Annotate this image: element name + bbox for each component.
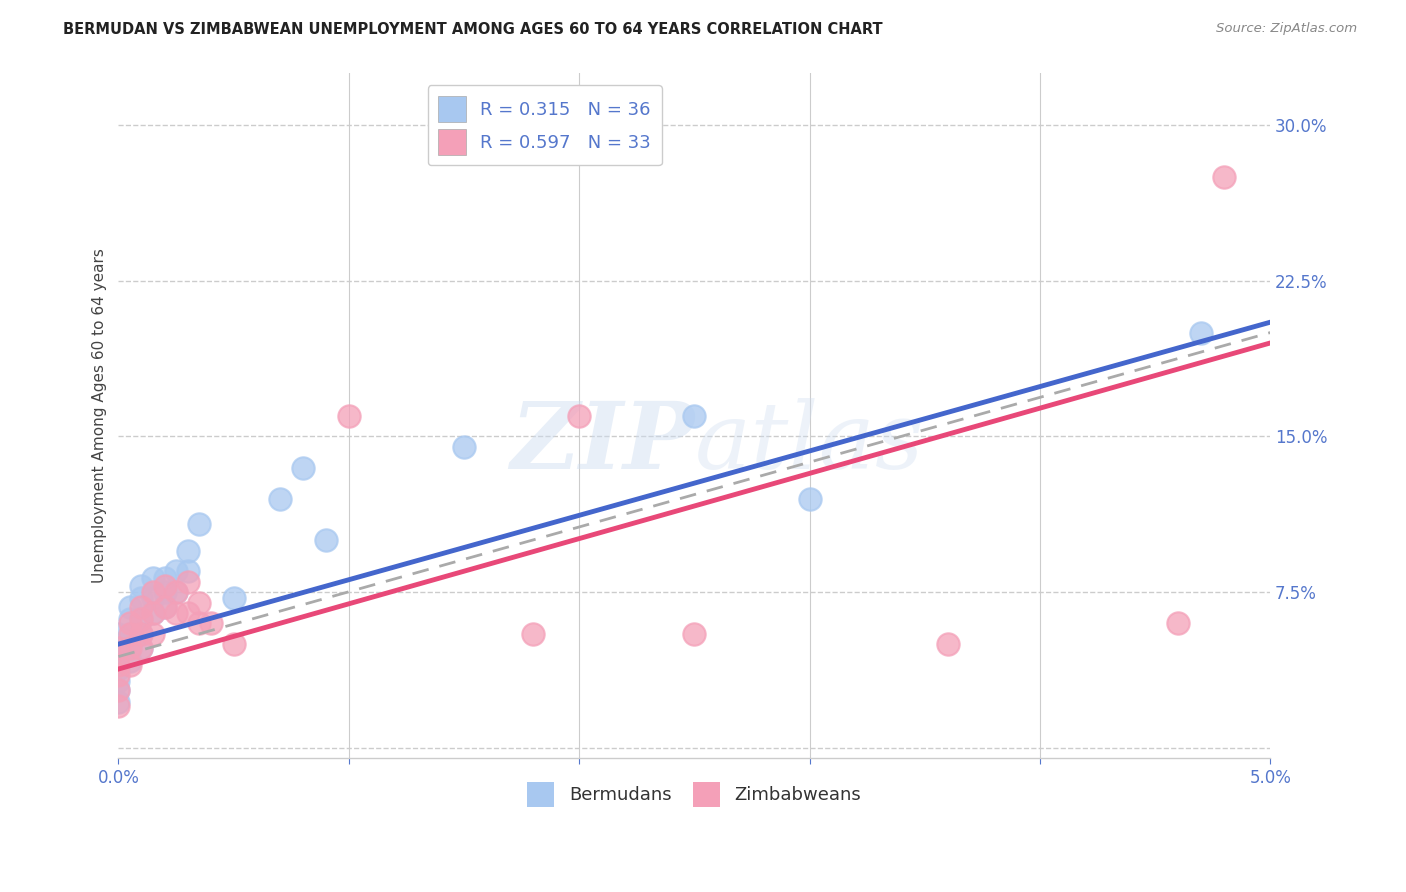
Point [165, 585, 187, 599]
Point [107, 662, 129, 676]
Point [118, 641, 141, 656]
Point [107, 682, 129, 697]
Point [118, 612, 141, 626]
Point [176, 565, 198, 579]
Point [107, 641, 129, 656]
Point [222, 637, 245, 651]
Point [107, 695, 129, 709]
Point [269, 491, 291, 506]
Point [315, 533, 337, 548]
Point [683, 626, 706, 640]
Text: Source: ZipAtlas.com: Source: ZipAtlas.com [1216, 22, 1357, 36]
Point [107, 682, 129, 697]
Point [131, 612, 153, 626]
Point [165, 565, 187, 579]
Point [176, 543, 198, 558]
Point [683, 409, 706, 423]
Point [1167, 616, 1189, 631]
Point [188, 616, 211, 631]
Point [131, 641, 153, 656]
Point [176, 574, 198, 589]
Point [107, 674, 129, 689]
Point [1189, 326, 1212, 340]
Point [291, 460, 314, 475]
Point [188, 516, 211, 531]
Point [188, 596, 211, 610]
Point [453, 440, 475, 454]
Point [131, 626, 153, 640]
Point [568, 409, 591, 423]
Point [176, 606, 198, 620]
Text: atlas: atlas [695, 398, 924, 488]
Point [142, 591, 165, 606]
Text: ZIP: ZIP [510, 398, 695, 488]
Legend: Bermudans, Zimbabweans: Bermudans, Zimbabweans [520, 774, 869, 814]
Point [153, 571, 176, 585]
Point [118, 626, 141, 640]
Point [107, 668, 129, 682]
Point [142, 626, 165, 640]
Point [107, 657, 129, 672]
Point [799, 491, 821, 506]
Point [107, 637, 129, 651]
Point [131, 626, 153, 640]
Point [118, 626, 141, 640]
Point [131, 641, 153, 656]
Point [153, 585, 176, 599]
Point [118, 654, 141, 668]
Point [142, 606, 165, 620]
Point [936, 637, 959, 651]
Point [118, 657, 141, 672]
Point [1213, 169, 1236, 184]
Point [222, 591, 245, 606]
Point [131, 579, 153, 593]
Point [107, 699, 129, 714]
Point [153, 599, 176, 614]
Point [522, 626, 544, 640]
Point [131, 612, 153, 626]
Point [118, 599, 141, 614]
Point [142, 606, 165, 620]
Point [165, 606, 187, 620]
Point [337, 409, 360, 423]
Point [131, 599, 153, 614]
Point [153, 599, 176, 614]
Text: BERMUDAN VS ZIMBABWEAN UNEMPLOYMENT AMONG AGES 60 TO 64 YEARS CORRELATION CHART: BERMUDAN VS ZIMBABWEAN UNEMPLOYMENT AMON… [63, 22, 883, 37]
Point [107, 626, 129, 640]
Point [200, 616, 222, 631]
Point [107, 648, 129, 662]
Point [142, 571, 165, 585]
Point [118, 616, 141, 631]
Y-axis label: Unemployment Among Ages 60 to 64 years: Unemployment Among Ages 60 to 64 years [93, 248, 107, 583]
Point [142, 585, 165, 599]
Point [153, 579, 176, 593]
Point [131, 591, 153, 606]
Point [165, 585, 187, 599]
Point [118, 641, 141, 656]
